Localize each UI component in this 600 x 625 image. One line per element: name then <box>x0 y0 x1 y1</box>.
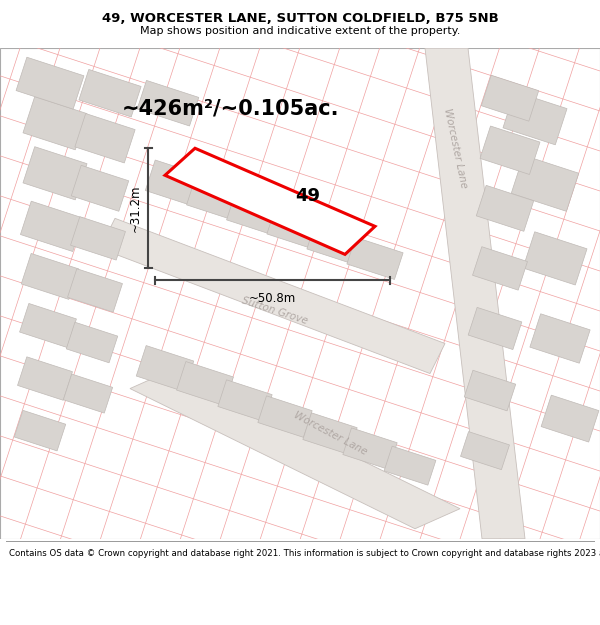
Text: Worcester Lane: Worcester Lane <box>442 107 469 189</box>
Polygon shape <box>71 217 125 260</box>
Polygon shape <box>347 238 403 279</box>
Polygon shape <box>258 396 312 437</box>
Polygon shape <box>68 269 122 312</box>
Polygon shape <box>218 380 272 421</box>
Polygon shape <box>530 314 590 363</box>
Text: Map shows position and indicative extent of the property.: Map shows position and indicative extent… <box>140 26 460 36</box>
Polygon shape <box>20 201 83 251</box>
Polygon shape <box>23 147 87 200</box>
Text: Worcester Lane: Worcester Lane <box>292 410 368 457</box>
Polygon shape <box>503 92 567 145</box>
Polygon shape <box>23 97 87 150</box>
Text: ~50.8m: ~50.8m <box>249 292 296 306</box>
Polygon shape <box>130 369 460 529</box>
Polygon shape <box>473 247 527 290</box>
Polygon shape <box>461 432 509 469</box>
Polygon shape <box>145 160 205 207</box>
Polygon shape <box>21 254 79 299</box>
Polygon shape <box>384 446 436 485</box>
Polygon shape <box>16 58 84 109</box>
Polygon shape <box>343 428 397 469</box>
Polygon shape <box>17 357 73 400</box>
Polygon shape <box>100 218 445 374</box>
Text: ~31.2m: ~31.2m <box>129 184 142 232</box>
Polygon shape <box>480 126 540 174</box>
Polygon shape <box>136 346 194 391</box>
Polygon shape <box>20 304 76 348</box>
Polygon shape <box>523 232 587 285</box>
Text: Contains OS data © Crown copyright and database right 2021. This information is : Contains OS data © Crown copyright and d… <box>9 549 600 558</box>
Polygon shape <box>303 413 357 454</box>
Polygon shape <box>464 370 516 411</box>
Text: Sutton Grove: Sutton Grove <box>241 295 309 326</box>
Polygon shape <box>137 81 199 126</box>
Polygon shape <box>425 48 525 539</box>
Polygon shape <box>267 208 323 249</box>
Polygon shape <box>511 155 579 211</box>
Polygon shape <box>468 308 522 349</box>
Polygon shape <box>75 114 135 163</box>
Polygon shape <box>187 176 244 221</box>
Polygon shape <box>66 322 118 362</box>
Text: 49, WORCESTER LANE, SUTTON COLDFIELD, B75 5NB: 49, WORCESTER LANE, SUTTON COLDFIELD, B7… <box>101 12 499 25</box>
Polygon shape <box>307 222 363 264</box>
Polygon shape <box>165 148 375 254</box>
Text: ~426m²/~0.105ac.: ~426m²/~0.105ac. <box>121 98 339 118</box>
Polygon shape <box>79 69 141 117</box>
Text: 49: 49 <box>296 188 320 206</box>
Polygon shape <box>227 191 283 236</box>
Polygon shape <box>481 75 539 121</box>
Polygon shape <box>14 411 66 451</box>
Polygon shape <box>476 186 534 231</box>
Polygon shape <box>71 166 129 211</box>
Polygon shape <box>64 374 113 413</box>
Polygon shape <box>176 361 233 406</box>
Polygon shape <box>541 395 599 442</box>
